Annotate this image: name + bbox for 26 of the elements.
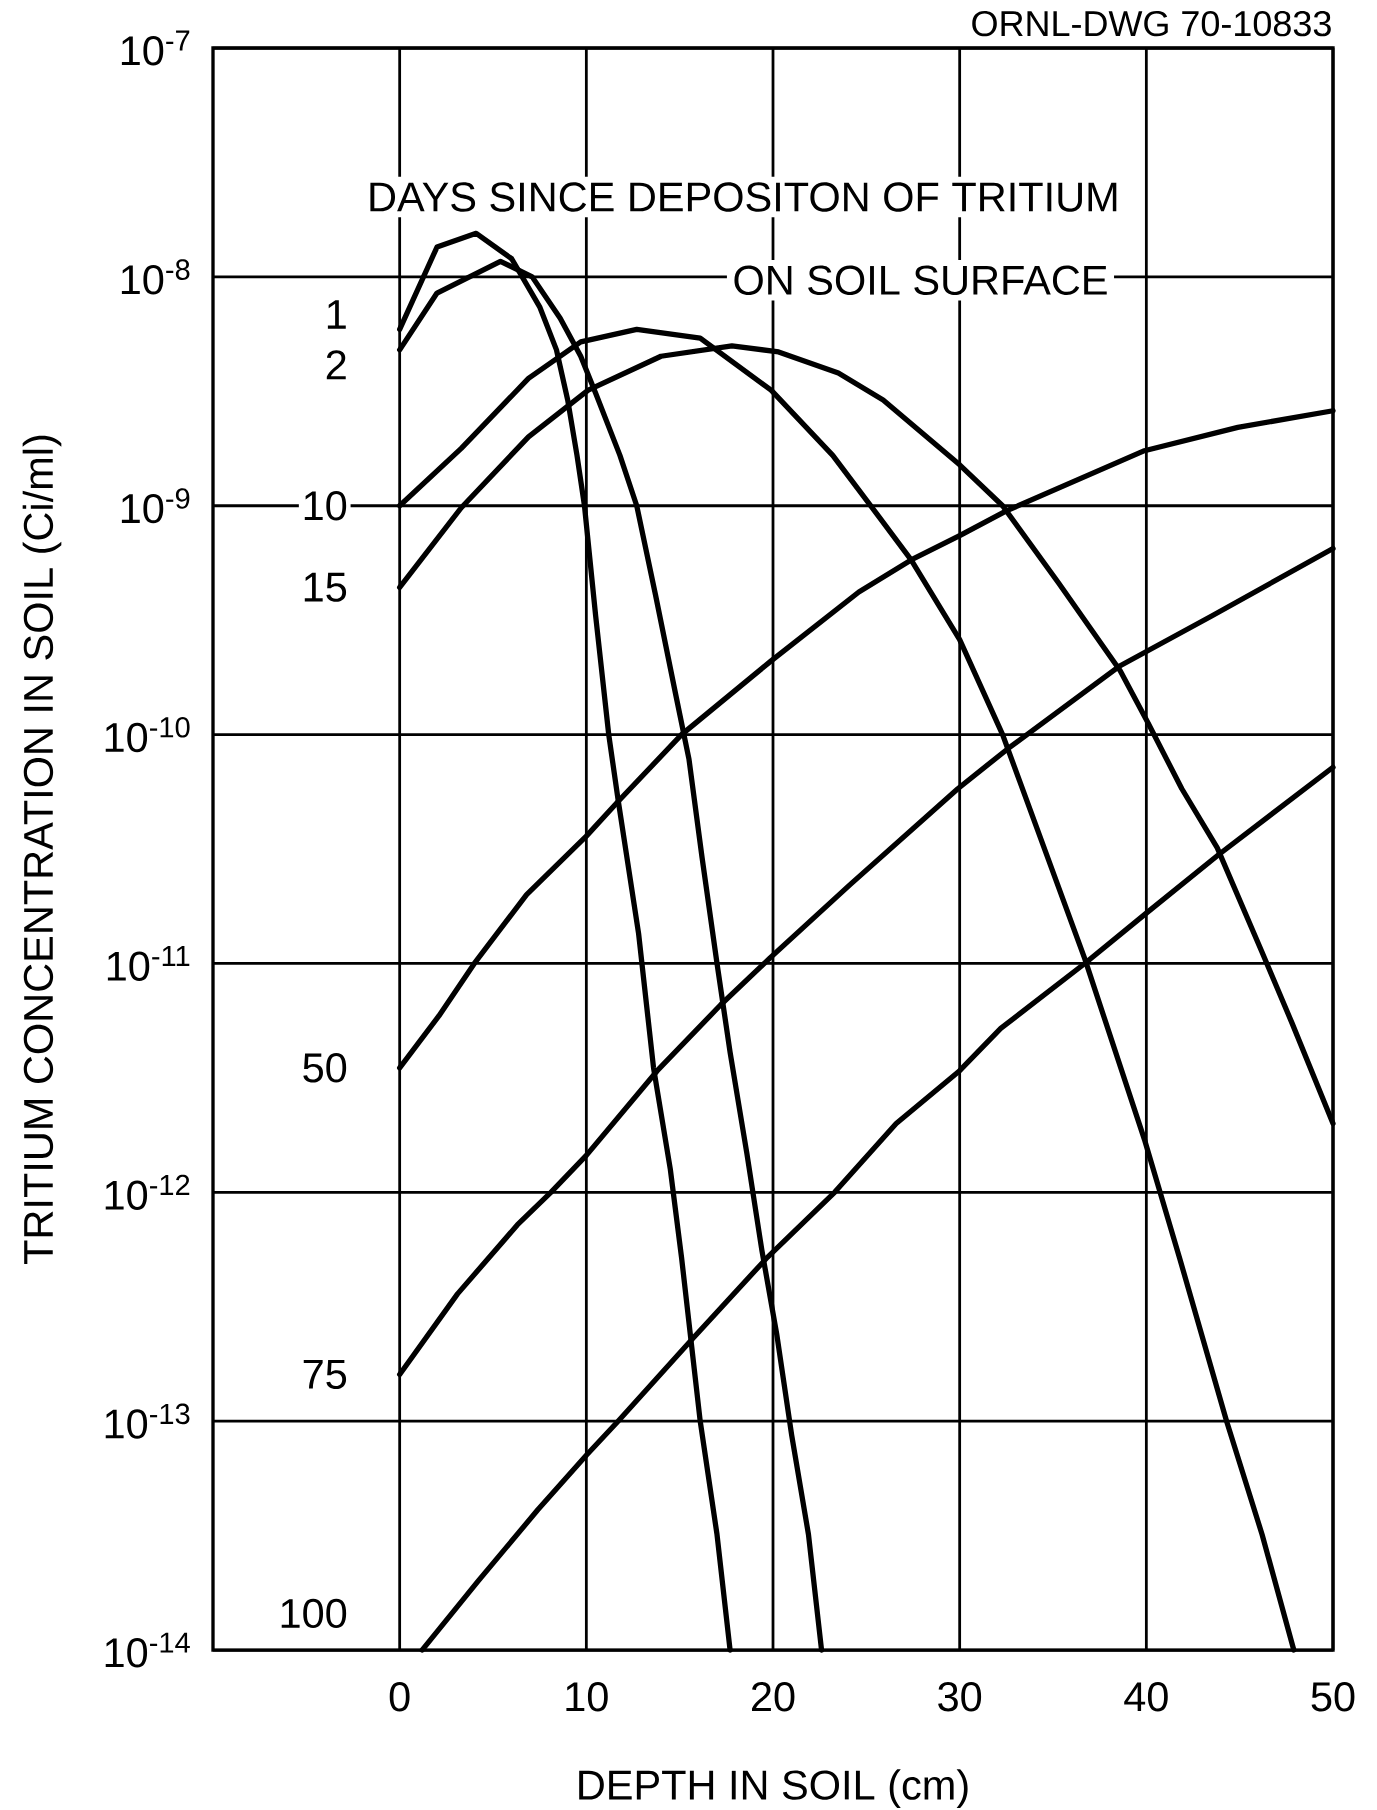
series-label: 75 bbox=[303, 1359, 347, 1389]
y-tick-label: 10$^{-11}$ bbox=[107, 946, 190, 981]
x-tick-label: 40 bbox=[1124, 1682, 1168, 1712]
text: ORNL-DWG 70-10833 bbox=[972, 10, 1331, 37]
x-tick-label: 10 bbox=[566, 1682, 608, 1712]
annotation: ON SOIL SURFACE bbox=[734, 265, 1107, 295]
series-label: 1 bbox=[327, 300, 346, 329]
x-axis-title: DEPTH IN SOIL (cm) bbox=[579, 1769, 968, 1808]
series-label: 100 bbox=[281, 1598, 347, 1629]
y-tick-label: 10$^{-14}$ bbox=[105, 1632, 190, 1668]
y-tick-label: 10$^{-12}$ bbox=[105, 1174, 190, 1210]
x-tick-label: 20 bbox=[752, 1682, 795, 1712]
series-label: 50 bbox=[303, 1053, 347, 1083]
y-tick-label: 10$^{-10}$ bbox=[105, 717, 190, 753]
y-tick-label: 10$^{-13}$ bbox=[105, 1403, 190, 1439]
series-label: 15 bbox=[304, 572, 347, 602]
y-tick-label: 10$^{-9}$ bbox=[121, 488, 190, 524]
y-tick-label: 10$^{-7}$ bbox=[121, 30, 190, 66]
y-tick-label: 10$^{-8}$ bbox=[121, 259, 190, 295]
annotation: DAYS SINCE DEPOSITON OF TRITIUM bbox=[370, 182, 1117, 212]
x-tick-label: 50 bbox=[1311, 1682, 1355, 1712]
y-axis-title: TRITIUM CONCENTRATION IN SOIL (Ci/ml) bbox=[22, 435, 62, 1264]
series-label: 10 bbox=[304, 491, 347, 521]
x-tick-label: 0 bbox=[389, 1682, 410, 1712]
x-tick-label: 30 bbox=[938, 1682, 982, 1712]
series-label: 2 bbox=[326, 350, 346, 380]
